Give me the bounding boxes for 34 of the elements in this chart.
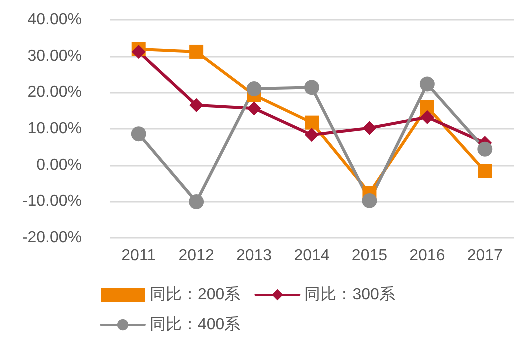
y-tick-label: 10.00% [28,120,82,138]
point [305,128,319,142]
point [189,194,204,210]
legend-label: 同比：200系 [150,286,241,304]
point [478,164,492,179]
legend-label: 同比：300系 [304,286,396,304]
x-tick-label: 2014 [294,248,330,264]
y-tick-label: 30.00% [28,48,82,65]
x-tick-label: 2015 [352,248,388,264]
x-tick-label: 2012 [178,248,214,264]
x-tick-label: 2011 [122,248,156,264]
y-tick-label: -20.00% [22,230,82,246]
point [478,142,493,157]
point [247,102,262,116]
x-tick-label: 2013 [236,248,272,264]
point [132,44,146,59]
point [304,80,320,96]
point [362,193,378,208]
point [190,44,204,59]
y-tick-label: 40.00% [28,12,82,28]
x-tick-label: 2016 [410,248,446,264]
y-tick-label: 0.00% [36,156,82,174]
point [190,98,204,112]
legend-label: 同比：400系 [150,316,241,334]
point [420,110,434,124]
point [305,116,319,130]
point [131,126,146,142]
point [246,82,262,97]
point [420,76,435,92]
y-tick-label: 20.00% [28,84,82,102]
y-tick-label: -10.00% [22,193,82,210]
x-tick-label: 2017 [467,248,504,264]
point [362,121,377,136]
point [420,100,434,114]
